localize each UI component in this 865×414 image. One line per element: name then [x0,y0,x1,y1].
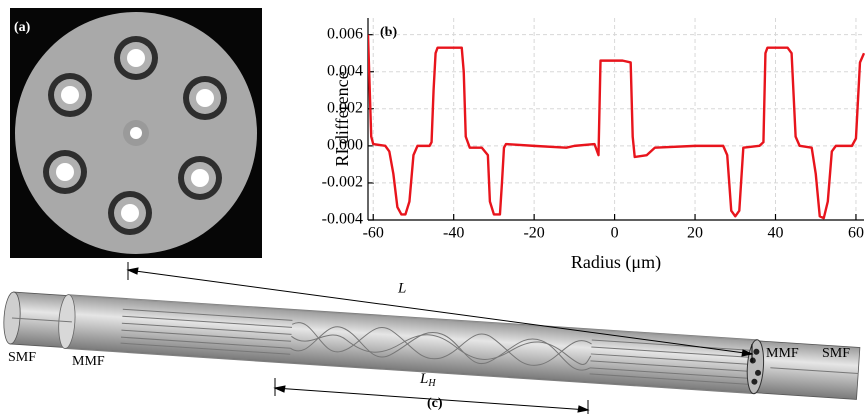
y-tick-label: -0.004 [322,211,363,228]
fiber-cross-section [10,8,262,258]
smf-label: SMF [822,346,850,361]
y-axis-label: RI difference [332,71,352,166]
x-tick-label: 0 [611,225,619,242]
length-arrow [126,262,754,362]
y-tick-label: 0.000 [327,137,363,154]
mmf-label: MMF [766,346,799,361]
x-tick-label: -20 [523,225,544,242]
y-tick-label: -0.002 [322,174,363,191]
y-tick-label: 0.006 [327,25,363,42]
x-axis-label: Radius (μm) [571,252,661,273]
panel-label: (b) [380,25,397,40]
helix-length-arrow [273,378,590,414]
helix-length-label: LH [419,371,436,389]
y-tick-label: 0.002 [327,99,363,116]
panel-label: (c) [427,396,443,411]
x-tick-label: 40 [768,225,784,242]
mmf-label: MMF [72,354,105,369]
smf-label: SMF [8,350,36,365]
x-tick-label: -40 [443,225,464,242]
helix-length-main: L [419,371,428,387]
x-tick-label: -60 [363,225,384,242]
y-tick-label: 0.004 [327,62,363,79]
fiber-device [3,291,861,400]
length-label: L [397,280,406,296]
panel-label: (a) [14,20,31,35]
helix-length-sub: H [427,378,436,389]
x-tick-label: 20 [687,225,703,242]
data-line [368,34,865,220]
x-tick-label: 60 [848,225,864,242]
